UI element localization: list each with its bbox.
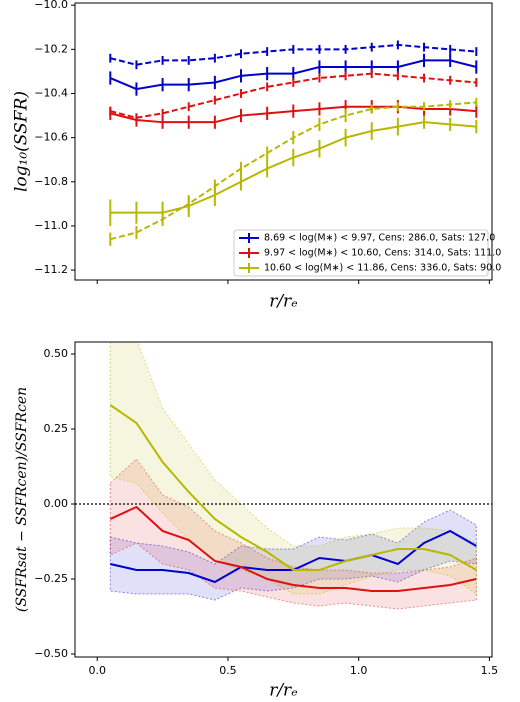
- x-tick-label: 1.0: [350, 664, 368, 677]
- line: [109, 404, 477, 571]
- y-tick-label: −10.8: [34, 175, 68, 188]
- plot-area: [109, 40, 478, 246]
- y-tick-label: 0.00: [44, 497, 69, 510]
- legend-label: 10.60 < log(M∗) < 11.86, Cens: 336.0, Sa…: [264, 263, 501, 274]
- y-tick-label: −0.25: [34, 572, 68, 585]
- x-tick-label: 0.0: [88, 664, 106, 677]
- y-axis-label: log₁₀(SSFR): [12, 91, 32, 192]
- y-tick-label: −0.50: [34, 647, 68, 660]
- legend-label: 9.97 < log(M∗) < 10.60, Cens: 314.0, Sat…: [264, 248, 501, 259]
- legend-box: [233, 229, 489, 277]
- line: [110, 72, 477, 119]
- y-tick-label: −10.4: [34, 86, 68, 99]
- y-tick-label: 0.25: [44, 422, 69, 435]
- plot-area: [75, 342, 492, 610]
- axes-frame: [74, 341, 493, 658]
- y-axis-label: (SSFRsat − SSFRcen)/SSFRcen: [14, 387, 30, 612]
- legend-label: 8.69 < log(M∗) < 9.97, Cens: 286.0, Sats…: [264, 233, 495, 244]
- y-tick-label: −10.0: [34, 0, 68, 11]
- y-tick-label: −11.2: [34, 263, 68, 276]
- band: [109, 458, 477, 610]
- y-tick-label: −11.0: [34, 219, 68, 232]
- y-tick-label: −10.2: [34, 42, 68, 55]
- y-tick-label: 0.50: [44, 347, 69, 360]
- line: [109, 505, 477, 592]
- x-axis-label: r/rₑ: [269, 292, 298, 312]
- x-tick-label: 0.5: [219, 664, 237, 677]
- x-tick-label: 1.5: [481, 664, 499, 677]
- y-tick-label: −10.6: [34, 131, 68, 144]
- axes-frame: [74, 2, 493, 281]
- x-axis-label: r/rₑ: [269, 681, 298, 701]
